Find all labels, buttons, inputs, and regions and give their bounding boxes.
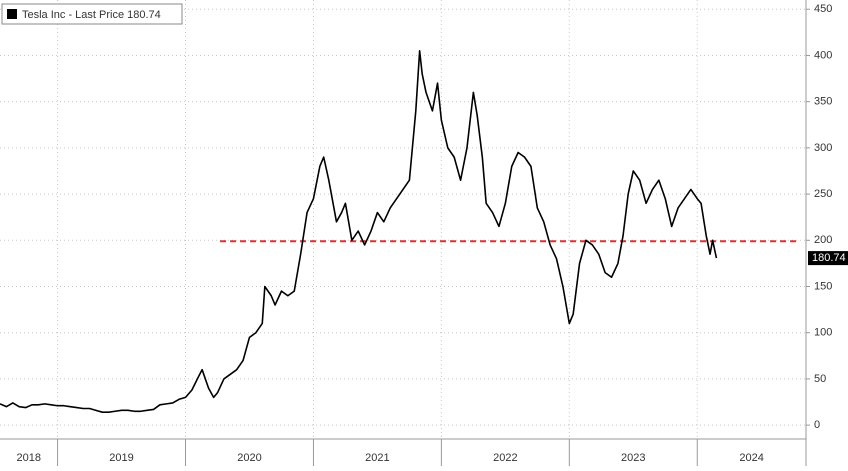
price-line — [0, 50, 718, 413]
y-tick-label: 200 — [814, 234, 832, 246]
x-tick-label: 2024 — [739, 452, 763, 464]
x-tick-label: 2018 — [17, 452, 41, 464]
legend-swatch — [7, 9, 17, 19]
last-price-tag: 180.74 — [812, 252, 846, 264]
y-tick-label: 300 — [814, 142, 832, 154]
last-price-tag-bg — [808, 251, 848, 266]
y-tick-label: 250 — [814, 188, 832, 200]
y-tick-label: 100 — [814, 327, 832, 339]
x-tick-label: 2020 — [237, 452, 261, 464]
y-tick-label: 0 — [814, 419, 820, 431]
legend-label: Tesla Inc - Last Price 180.74 — [22, 9, 161, 21]
x-tick-label: 2022 — [493, 452, 517, 464]
y-tick-label: 450 — [814, 3, 832, 15]
legend: Tesla Inc - Last Price 180.74 — [1, 3, 183, 25]
x-tick-label: 2023 — [621, 452, 645, 464]
y-tick-label: 350 — [814, 96, 832, 108]
y-tick-label: 50 — [814, 373, 826, 385]
legend-box — [1, 3, 183, 25]
y-tick-label: 400 — [814, 49, 832, 61]
x-tick-label: 2021 — [365, 452, 389, 464]
x-tick-label: 2019 — [109, 452, 133, 464]
y-tick-label: 150 — [814, 280, 832, 292]
